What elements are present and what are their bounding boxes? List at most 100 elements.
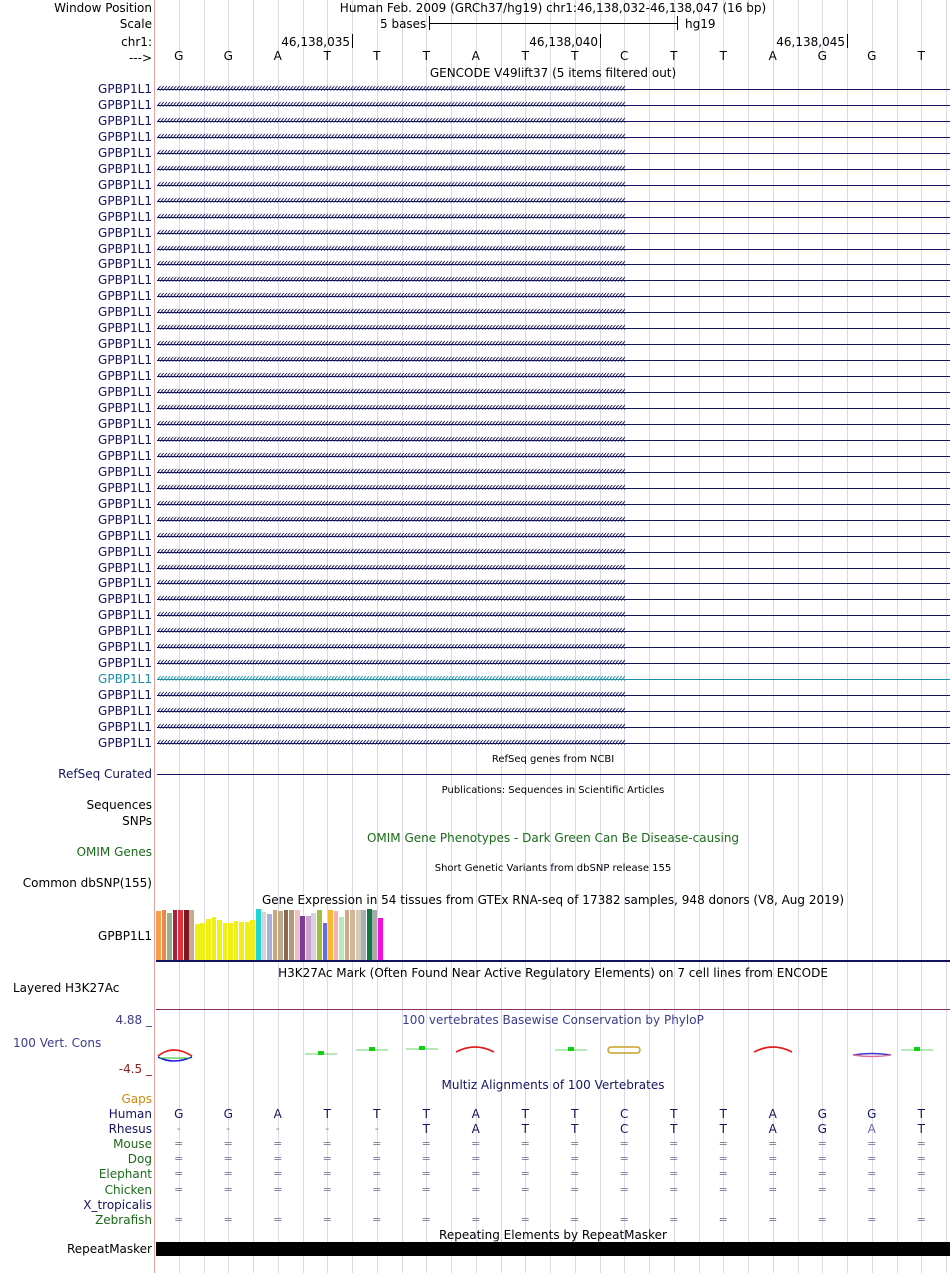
gtex-tissue-bar[interactable] bbox=[211, 917, 217, 960]
gtex-tissue-bar[interactable] bbox=[289, 910, 294, 960]
gencode-transcript-line[interactable] bbox=[157, 679, 950, 681]
gencode-transcript-line[interactable] bbox=[157, 280, 950, 282]
gencode-transcript-label[interactable]: GPBP1L1 bbox=[98, 193, 152, 208]
gtex-tissue-bar[interactable] bbox=[305, 916, 311, 960]
gencode-transcript-label[interactable]: GPBP1L1 bbox=[98, 225, 152, 240]
gencode-transcript-label[interactable]: GPBP1L1 bbox=[98, 448, 152, 463]
omim-label[interactable]: OMIM Genes bbox=[76, 845, 152, 859]
gencode-transcript-line[interactable] bbox=[157, 328, 950, 330]
species-label[interactable]: Mouse bbox=[113, 1137, 152, 1152]
species-label[interactable]: Elephant bbox=[98, 1167, 152, 1182]
gencode-transcript-label[interactable]: GPBP1L1 bbox=[98, 97, 152, 112]
gencode-transcript-label[interactable]: GPBP1L1 bbox=[98, 432, 152, 447]
gtex-tissue-bar[interactable] bbox=[255, 909, 261, 960]
species-label[interactable]: Zebrafish bbox=[95, 1212, 152, 1227]
gencode-transcript-line[interactable] bbox=[157, 104, 950, 106]
gtex-tissue-bar[interactable] bbox=[294, 910, 300, 960]
gencode-transcript-label[interactable]: GPBP1L1 bbox=[98, 177, 152, 192]
gencode-transcript-line[interactable] bbox=[157, 376, 950, 378]
gencode-transcript-line[interactable] bbox=[157, 519, 950, 521]
gencode-transcript-label[interactable]: GPBP1L1 bbox=[98, 209, 152, 224]
gencode-transcript-line[interactable] bbox=[157, 647, 950, 649]
gencode-transcript-line[interactable] bbox=[157, 711, 950, 713]
gtex-tissue-bar[interactable] bbox=[217, 920, 222, 960]
gtex-tissue-bar[interactable] bbox=[333, 911, 339, 960]
gtex-tissue-bar[interactable] bbox=[300, 916, 306, 960]
gtex-label[interactable]: GPBP1L1 bbox=[98, 929, 152, 943]
gencode-transcript-line[interactable] bbox=[157, 136, 950, 138]
gencode-transcript-line[interactable] bbox=[157, 727, 950, 728]
gtex-tissue-bar[interactable] bbox=[167, 913, 172, 960]
gencode-transcript-label[interactable]: GPBP1L1 bbox=[98, 544, 152, 559]
gencode-transcript-line[interactable] bbox=[157, 503, 950, 505]
gtex-tissue-bar[interactable] bbox=[244, 922, 250, 960]
gencode-transcript-line[interactable] bbox=[157, 695, 950, 697]
phylop-label[interactable]: 100 Vert. Cons bbox=[13, 1036, 102, 1050]
species-label[interactable]: Human bbox=[108, 1107, 152, 1121]
gtex-tissue-bar[interactable] bbox=[355, 910, 361, 960]
gtex-tissue-bar[interactable] bbox=[200, 923, 206, 960]
gtex-tissue-bar[interactable] bbox=[366, 909, 372, 960]
gencode-transcript-label[interactable]: GPBP1L1 bbox=[98, 560, 152, 575]
gtex-tissue-bar[interactable] bbox=[311, 913, 317, 960]
gtex-tissue-bar[interactable] bbox=[172, 910, 178, 960]
gencode-transcript-label[interactable]: GPBP1L1 bbox=[98, 257, 152, 272]
gencode-transcript-label[interactable]: GPBP1L1 bbox=[98, 512, 152, 527]
gtex-tissue-bar[interactable] bbox=[194, 924, 200, 960]
gencode-transcript-line[interactable] bbox=[157, 471, 950, 473]
gencode-transcript-line[interactable] bbox=[157, 360, 950, 362]
gtex-tissue-bar[interactable] bbox=[283, 910, 289, 960]
gencode-transcript-label[interactable]: GPBP1L1 bbox=[98, 82, 152, 96]
gencode-transcript-label[interactable]: GPBP1L1 bbox=[98, 688, 152, 703]
gtex-tissue-bar[interactable] bbox=[239, 922, 245, 960]
gencode-transcript-label[interactable]: GPBP1L1 bbox=[98, 735, 152, 750]
gencode-transcript-line[interactable] bbox=[157, 120, 950, 122]
gencode-transcript-label[interactable]: GPBP1L1 bbox=[98, 113, 152, 128]
gencode-transcript-line[interactable] bbox=[157, 567, 950, 569]
gencode-transcript-label[interactable]: GPBP1L1 bbox=[98, 592, 152, 607]
gencode-transcript-label[interactable]: GPBP1L1 bbox=[98, 480, 152, 495]
gencode-transcript-label[interactable]: GPBP1L1 bbox=[98, 720, 152, 734]
gtex-tissue-bar[interactable] bbox=[233, 921, 239, 960]
gencode-transcript-label[interactable]: GPBP1L1 bbox=[98, 353, 152, 368]
species-label[interactable]: X_tropicalis bbox=[83, 1197, 152, 1212]
gencode-transcript-label[interactable]: GPBP1L1 bbox=[98, 289, 152, 304]
gencode-transcript-line[interactable] bbox=[157, 455, 950, 457]
gencode-transcript-line[interactable] bbox=[157, 742, 950, 744]
gencode-transcript-line[interactable] bbox=[157, 663, 950, 665]
gencode-transcript-label[interactable]: GPBP1L1 bbox=[98, 672, 152, 687]
gencode-transcript-label[interactable]: GPBP1L1 bbox=[98, 145, 152, 160]
species-label[interactable]: Chicken bbox=[104, 1182, 152, 1197]
publications-sequences-label[interactable]: Sequences bbox=[86, 798, 152, 812]
publications-snps-label[interactable]: SNPs bbox=[122, 814, 152, 828]
gencode-transcript-line[interactable] bbox=[157, 423, 950, 425]
species-label[interactable]: Rhesus bbox=[108, 1122, 152, 1137]
gencode-transcript-label[interactable]: GPBP1L1 bbox=[98, 416, 152, 431]
gencode-transcript-line[interactable] bbox=[157, 296, 950, 298]
gtex-tissue-bar[interactable] bbox=[222, 923, 228, 960]
repeatmasker-feature[interactable] bbox=[156, 1242, 950, 1256]
gtex-tissue-bar[interactable] bbox=[205, 919, 211, 960]
gencode-transcript-line[interactable] bbox=[157, 200, 950, 202]
gencode-transcript-line[interactable] bbox=[157, 535, 950, 537]
gencode-transcript-label[interactable]: GPBP1L1 bbox=[98, 369, 152, 384]
gencode-transcript-line[interactable] bbox=[157, 344, 950, 346]
gtex-tissue-bar[interactable] bbox=[339, 917, 344, 960]
gencode-transcript-line[interactable] bbox=[157, 264, 950, 266]
gtex-tissue-bar[interactable] bbox=[328, 910, 333, 960]
gencode-transcript-label[interactable]: GPBP1L1 bbox=[98, 640, 152, 655]
gaps-label[interactable]: Gaps bbox=[121, 1092, 152, 1106]
gencode-transcript-line[interactable] bbox=[157, 487, 950, 489]
gencode-transcript-line[interactable] bbox=[157, 152, 950, 154]
gencode-transcript-line[interactable] bbox=[157, 184, 950, 186]
gencode-transcript-label[interactable]: GPBP1L1 bbox=[98, 129, 152, 144]
gencode-transcript-label[interactable]: GPBP1L1 bbox=[98, 656, 152, 671]
gencode-transcript-label[interactable]: GPBP1L1 bbox=[98, 241, 152, 256]
gencode-transcript-line[interactable] bbox=[157, 408, 950, 409]
gtex-tissue-bar[interactable] bbox=[316, 910, 322, 960]
gencode-transcript-label[interactable]: GPBP1L1 bbox=[98, 321, 152, 336]
gencode-transcript-label[interactable]: GPBP1L1 bbox=[98, 337, 152, 352]
gtex-tissue-bar[interactable] bbox=[278, 911, 283, 960]
h3k27ac-label[interactable]: Layered H3K27Ac bbox=[13, 981, 120, 995]
